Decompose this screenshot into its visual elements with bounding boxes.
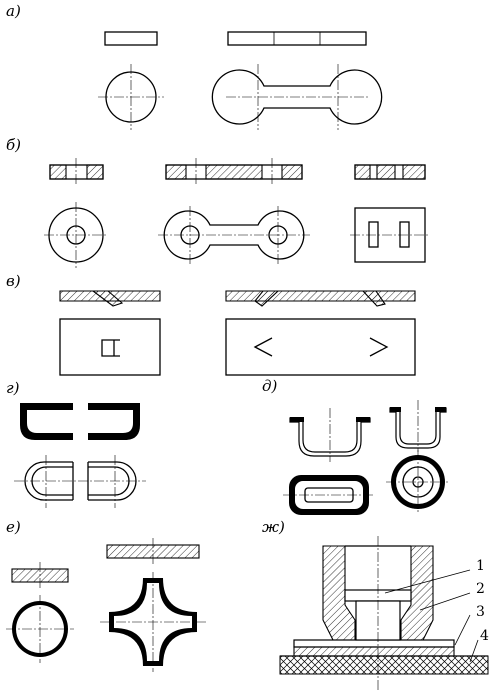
- label-zh: ж): [262, 518, 285, 536]
- tool-housing-left: [322, 545, 356, 641]
- lanced-strip-large: [225, 318, 416, 376]
- pierced-washer-section: [49, 164, 104, 180]
- blank-dumbbell: [211, 69, 383, 125]
- callout-4: 4: [480, 628, 489, 644]
- blank-large-side: [227, 31, 367, 46]
- lanced-strip-small: [59, 318, 161, 376]
- die-base: [279, 655, 489, 675]
- label-v: в): [6, 272, 21, 290]
- blank-small-side: [104, 31, 158, 46]
- panel-d: [283, 400, 450, 515]
- callout-3: 3: [476, 604, 485, 620]
- panel-b: [44, 158, 430, 268]
- panel-v: [59, 290, 416, 376]
- label-a: а): [6, 2, 21, 20]
- panel-a: [98, 31, 383, 130]
- label-d: д): [262, 377, 278, 395]
- panel-zh: 1 2 3 4: [279, 536, 489, 690]
- pierced-plate-section: [354, 164, 426, 180]
- label-g: г): [6, 379, 20, 397]
- workpiece-sheet: [293, 639, 455, 648]
- panel-e: [6, 538, 206, 672]
- bent-channel-right: [88, 403, 140, 440]
- pierced-link-section: [165, 164, 303, 180]
- bent-channel-left: [20, 403, 73, 440]
- die-plate: [293, 646, 455, 657]
- pierced-link-plan: [163, 210, 305, 260]
- label-e: е): [6, 518, 21, 536]
- label-b: б): [6, 136, 21, 154]
- panel-g: [14, 403, 146, 508]
- tool-housing-right: [400, 545, 434, 641]
- callout-2: 2: [476, 581, 485, 597]
- callout-1: 1: [476, 558, 485, 574]
